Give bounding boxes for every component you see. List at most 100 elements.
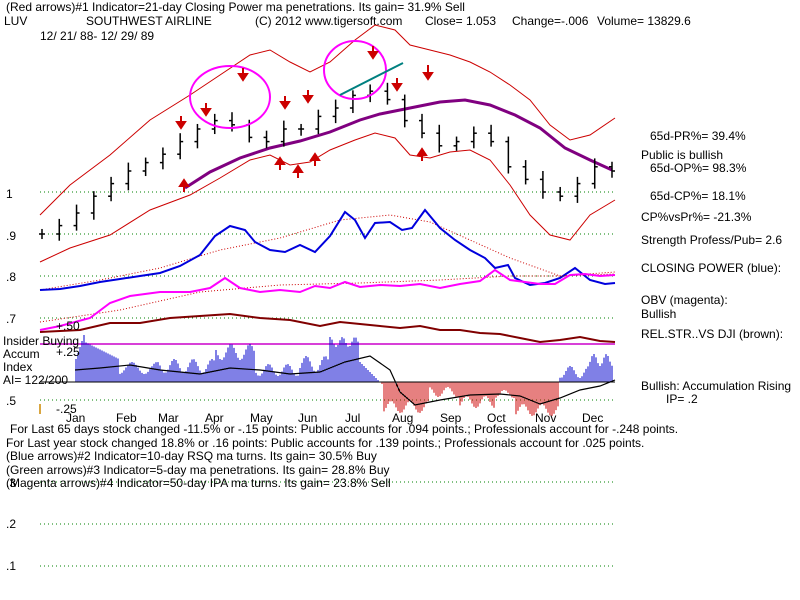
obv-line <box>39 268 616 331</box>
indicator-1-line: (Red arrows)#1 Indicator=21-day Closing … <box>6 0 465 14</box>
pr-value: 65d-PR%= 39.4% <box>650 129 746 143</box>
up-arrow <box>292 164 304 178</box>
up-arrow <box>178 178 190 192</box>
ticker-label: LUV <box>4 14 27 28</box>
down-arrow <box>367 46 379 60</box>
month-sep: Sep <box>440 411 462 425</box>
price-bar <box>591 158 598 189</box>
price-bar <box>453 136 460 151</box>
month-feb: Feb <box>116 411 137 425</box>
down-arrow <box>237 68 249 82</box>
month-dec: Dec <box>582 411 603 425</box>
up-arrow <box>309 152 321 166</box>
accum-state: Bullish: Accumulation Rising <box>641 379 791 393</box>
date-range: 12/ 21/ 88- 12/ 29/ 89 <box>40 29 154 43</box>
company-name: SOUTHWEST AIRLINE <box>86 14 212 28</box>
y-tick-0.5: .5 <box>6 394 16 408</box>
label-plus-25: +.25 <box>56 345 80 359</box>
month-apr: Apr <box>205 411 224 425</box>
strength-value: Strength Profess/Pub= 2.6 <box>641 233 782 247</box>
public-status: Public is bullish <box>641 148 723 162</box>
down-arrow <box>422 65 434 81</box>
y-tick-0.2: .2 <box>6 517 16 531</box>
accum-label: Accum <box>3 347 40 361</box>
pattern-circle-apr <box>189 65 271 129</box>
ai-label: AI= 122/200 <box>3 373 68 387</box>
price-bar <box>108 176 115 202</box>
closing-power-ma <box>39 214 616 291</box>
price-bar <box>56 218 63 241</box>
price-bar <box>505 136 512 174</box>
month-jun: Jun <box>298 411 317 425</box>
price-bar <box>557 186 564 202</box>
volume-value: Volume= 13829.6 <box>597 14 691 28</box>
label-plus-50: +.50 <box>56 319 80 333</box>
down-arrow <box>279 96 291 110</box>
month-may: May <box>250 411 273 425</box>
y-tick-0.8: .8 <box>6 270 16 284</box>
price-bar <box>263 130 270 149</box>
y-tick-0.9: .9 <box>6 229 16 243</box>
price-bar <box>488 124 495 147</box>
relstr-label: REL.STR..VS DJI (brown): <box>641 327 783 341</box>
price-bar <box>401 94 408 128</box>
down-arrow <box>302 90 314 104</box>
price-bar <box>349 90 356 114</box>
insider-label: Insider Buying <box>3 334 79 348</box>
footer-line-blue: (Blue arrows)#2 Indicator=10-day RSQ ma … <box>6 449 377 463</box>
y-tick-0.1: .1 <box>6 559 16 573</box>
price-bar <box>73 204 80 231</box>
accum-histogram <box>75 335 613 416</box>
close-value: Close= 1.053 <box>425 14 496 28</box>
ip-value: IP= .2 <box>666 392 698 406</box>
y-tick-1: 1 <box>6 187 13 201</box>
footer-line-year: For Last year stock changed 18.8% or .16… <box>6 436 644 450</box>
month-aug: Aug <box>392 411 413 425</box>
trend-line <box>339 62 404 96</box>
upper-band <box>39 24 616 216</box>
closing-power-line <box>39 208 616 291</box>
price-bar <box>384 82 391 105</box>
footer-line-green: (Green arrows)#3 Indicator=5-day ma pene… <box>6 463 390 477</box>
price-bar <box>315 109 322 135</box>
label-minus-25: -.25 <box>56 402 77 416</box>
obv-state: Bullish <box>641 307 676 321</box>
footer-line-magenta: (Magenta arrows)#4 Indicator=50-day IPA … <box>6 476 391 490</box>
price-bar <box>332 99 339 124</box>
price-bar <box>609 161 615 178</box>
red-arrows <box>175 46 434 192</box>
month-oct: Oct <box>487 411 506 425</box>
pattern-circle-jul <box>323 40 387 100</box>
cp-value: 65d-CP%= 18.1% <box>650 189 746 203</box>
footer-line-65d: For Last 65 days stock changed -11.5% or… <box>10 422 678 436</box>
obv-ma <box>39 273 616 323</box>
down-arrow <box>175 116 187 130</box>
price-bar <box>539 171 546 199</box>
index-label: Index <box>3 360 32 374</box>
price-bar <box>522 160 529 185</box>
price-bar <box>298 123 305 136</box>
relative-strength-line <box>39 312 616 344</box>
price-bar <box>159 147 166 170</box>
price-bar <box>39 228 45 240</box>
obv-label: OBV (magenta): <box>641 293 728 307</box>
price-bar <box>211 113 218 135</box>
price-bar <box>142 157 149 177</box>
lower-band <box>39 132 616 263</box>
month-jul: Jul <box>345 411 360 425</box>
price-bar <box>436 124 443 153</box>
up-arrow <box>416 147 428 161</box>
price-bar <box>125 162 132 191</box>
op-value: 65d-OP%= 98.3% <box>650 161 747 175</box>
price-bar <box>177 133 184 160</box>
price-bands <box>39 24 616 263</box>
y-tick-0.3: .3 <box>6 476 16 490</box>
copyright-label: (C) 2012 www.tigersoft.com <box>255 14 402 28</box>
month-mar: Mar <box>158 411 179 425</box>
price-bars <box>39 82 615 241</box>
price-bar <box>280 120 287 147</box>
moving-average-line <box>184 98 613 190</box>
closing-power-label: CLOSING POWER (blue): <box>641 261 781 275</box>
up-arrow <box>274 156 286 170</box>
